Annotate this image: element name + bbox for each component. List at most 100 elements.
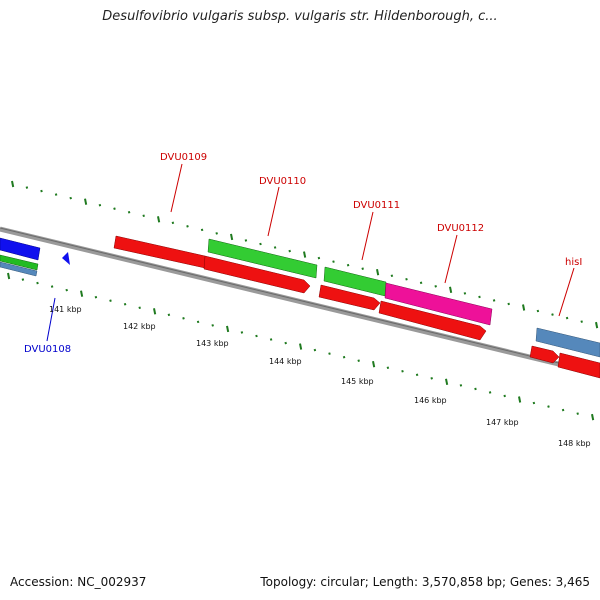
leader-dvu0111: [361, 211, 374, 261]
inner-tick: [299, 343, 303, 350]
outer-tick: [186, 225, 189, 228]
outer-tick: [405, 277, 408, 281]
outer-tick: [25, 186, 29, 189]
gene-label-dvu0112[interactable]: DVU0112: [437, 223, 484, 234]
gene-hisi-strand-2[interactable]: [557, 352, 600, 379]
gene-label-hisi[interactable]: hisI: [565, 257, 582, 268]
inner-tick-row: [7, 272, 595, 421]
outer-tick: [113, 207, 116, 210]
outer-tick: [492, 299, 496, 302]
outer-tick: [565, 316, 569, 320]
leader-dvu0108: [46, 297, 56, 342]
gene-dvu0108-feature[interactable]: [0, 237, 41, 261]
gene-dvu0112-feature[interactable]: [384, 282, 493, 326]
gene-dvu0110-strand[interactable]: [203, 255, 311, 294]
outer-tick: [595, 321, 599, 329]
outer-tick: [551, 313, 554, 316]
outer-tick: [200, 228, 204, 232]
ruler-label-148: 148 kbp: [558, 439, 591, 448]
inner-tick: [386, 366, 390, 370]
inner-tick: [269, 338, 273, 341]
inner-tick: [415, 373, 419, 377]
outer-tick: [84, 198, 88, 205]
gene-hisi-feature[interactable]: [535, 327, 600, 358]
inner-tick: [445, 378, 449, 386]
outer-tick: [11, 180, 15, 188]
outer-tick: [230, 233, 234, 241]
outer-tick: [303, 251, 307, 258]
inner-tick: [109, 299, 112, 302]
outer-tick: [580, 320, 583, 323]
inner-tick: [591, 413, 595, 421]
outer-tick: [288, 249, 291, 253]
gene-hisi-strand[interactable]: [529, 345, 560, 364]
inner-tick: [284, 341, 287, 345]
inner-tick: [7, 272, 11, 280]
backbone-highlight: [0, 227, 600, 374]
ruler-label-144: 144 kbp: [269, 357, 302, 366]
gene-dvu0112-strand[interactable]: [378, 300, 487, 341]
outer-tick: [346, 263, 350, 267]
outer-tick: [157, 216, 161, 223]
inner-tick: [503, 394, 506, 398]
inner-tick: [50, 285, 54, 288]
outer-tick: [449, 286, 453, 294]
inner-tick: [313, 348, 317, 352]
inner-tick: [401, 369, 404, 373]
gene-label-dvu0111[interactable]: DVU0111: [353, 200, 400, 211]
map-title: Desulfovibrio vulgaris subsp. vulgaris s…: [102, 9, 498, 24]
outer-tick: [54, 193, 58, 196]
outer-tick: [40, 189, 43, 193]
gene-label-dvu0108[interactable]: DVU0108: [24, 344, 71, 355]
inner-tick: [65, 288, 68, 292]
gene-small-blue-feature[interactable]: [62, 252, 70, 265]
genome-backbone: [0, 226, 600, 377]
gene-dvu0111-strand[interactable]: [318, 284, 381, 311]
outer-tick: [434, 285, 437, 288]
leader-hisi: [558, 267, 575, 317]
inner-tick: [430, 377, 433, 380]
outer-tick: [244, 239, 248, 242]
outer-tick: [522, 304, 526, 311]
gene-dvu0109-feature[interactable]: [113, 235, 212, 269]
inner-tick: [474, 387, 477, 391]
inner-tick: [196, 320, 200, 324]
inner-tick: [94, 295, 98, 299]
gene-label-dvu0109[interactable]: DVU0109: [160, 152, 207, 163]
inner-tick: [547, 405, 550, 408]
ruler-label-146: 146 kbp: [414, 396, 447, 405]
outer-tick: [536, 309, 540, 313]
inner-tick: [459, 384, 463, 387]
leader-dvu0112: [444, 234, 458, 284]
inner-tick: [518, 396, 522, 403]
outer-tick: [69, 196, 72, 200]
ruler-label-143: 143 kbp: [196, 339, 229, 348]
inner-tick: [488, 391, 492, 394]
gene-label-dvu0110[interactable]: DVU0110: [259, 176, 306, 187]
gene-dvu0108-lower[interactable]: [0, 261, 38, 277]
gene-dvu0110-feature[interactable]: [207, 238, 318, 279]
leader-dvu0110: [267, 186, 280, 237]
inner-tick: [21, 278, 25, 281]
outer-tick: [171, 221, 175, 225]
inner-tick: [372, 361, 376, 368]
inner-tick: [211, 324, 214, 327]
inner-tick: [123, 302, 127, 306]
inner-tick: [561, 408, 565, 412]
outer-tick: [98, 203, 102, 207]
gene-dvu0108-upper[interactable]: [0, 254, 39, 271]
outer-tick: [259, 242, 262, 246]
outer-tick: [332, 260, 335, 263]
outer-tick: [463, 292, 467, 295]
inner-tick: [182, 317, 185, 320]
inner-tick: [226, 325, 230, 333]
outer-tick: [127, 210, 131, 214]
outer-tick: [215, 232, 218, 235]
inner-tick: [138, 306, 141, 310]
inner-tick: [532, 401, 536, 405]
outer-tick: [273, 246, 277, 249]
inner-tick: [240, 331, 244, 334]
outer-tick: [507, 302, 510, 306]
outer-tick: [376, 269, 380, 276]
